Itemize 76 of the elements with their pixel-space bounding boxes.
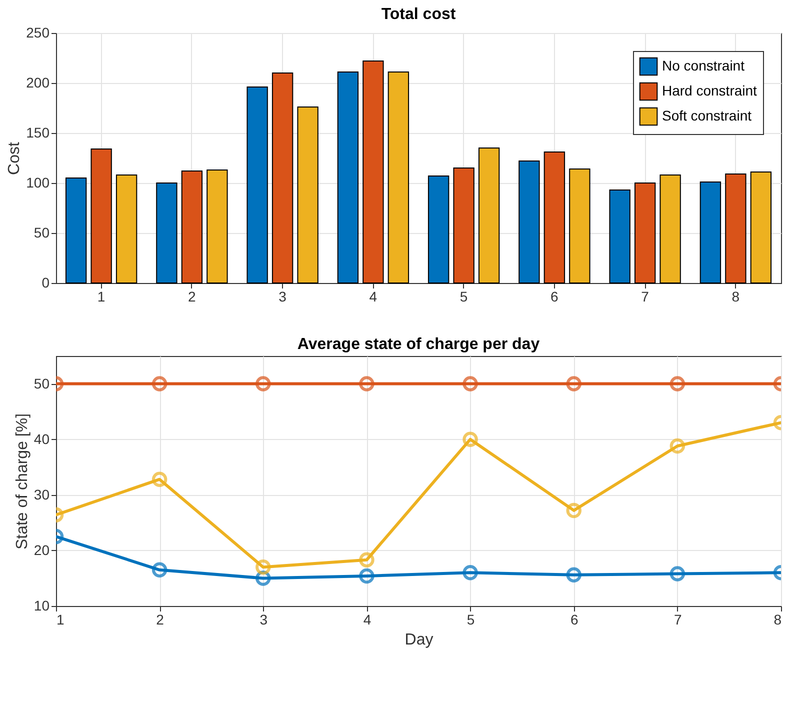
point — [152, 562, 168, 578]
y-axis-title: State of charge [%] — [14, 413, 31, 550]
bar — [297, 106, 318, 284]
x-tick-label: 1 — [56, 612, 64, 628]
x-tick-label: 7 — [641, 288, 650, 304]
point — [256, 560, 271, 575]
point — [670, 438, 686, 454]
bar — [725, 174, 746, 284]
bar — [518, 160, 540, 284]
bar — [569, 168, 590, 284]
y-axis-title: Cost — [6, 142, 24, 175]
y-tick-label: 50 — [34, 224, 50, 240]
bar — [246, 86, 268, 284]
x-tick-label: 8 — [732, 288, 740, 304]
y-tick-label: 150 — [26, 124, 50, 140]
point — [566, 376, 582, 392]
x-tick-label: 7 — [674, 612, 682, 628]
point — [566, 502, 582, 518]
point — [152, 376, 168, 392]
point — [462, 432, 478, 447]
x-tick-label: 1 — [97, 288, 106, 304]
x-tick-label: 2 — [156, 612, 164, 628]
bar — [65, 178, 87, 284]
point — [670, 566, 686, 582]
y-tick-label: 100 — [26, 174, 50, 190]
x-tick-label: 3 — [278, 288, 287, 304]
bar — [609, 190, 630, 284]
bar — [362, 60, 384, 284]
bar — [453, 168, 474, 284]
bar — [750, 172, 772, 284]
x-tick-label: 6 — [550, 288, 559, 304]
bar — [116, 174, 138, 284]
x-tick-label: 6 — [570, 612, 578, 628]
point — [359, 376, 374, 392]
x-tick-label: 4 — [363, 612, 372, 628]
point — [462, 565, 478, 580]
y-tick-label: 250 — [26, 24, 50, 40]
x-tick-label: 8 — [774, 612, 782, 628]
bar — [181, 170, 203, 284]
point — [359, 552, 374, 568]
point — [462, 376, 478, 392]
bar — [700, 182, 722, 284]
x-axis-title: Day — [404, 632, 434, 648]
x-tick-label: 5 — [466, 612, 475, 628]
bar — [337, 72, 359, 284]
chart-title: Average state of charge per day — [297, 336, 540, 353]
bar — [634, 182, 656, 284]
y-tick-label: 30 — [34, 486, 50, 502]
point — [670, 376, 686, 392]
y-tick-label: 40 — [34, 430, 50, 447]
bar — [206, 170, 228, 284]
y-tick-label: 200 — [26, 74, 50, 90]
legend-label: Soft constraint — [662, 108, 752, 124]
bar — [156, 182, 178, 284]
y-tick-label: 20 — [34, 542, 50, 558]
bar — [428, 176, 450, 284]
chart-title: Total cost — [381, 6, 456, 23]
point — [359, 568, 374, 584]
point — [566, 567, 582, 582]
x-tick-label: 2 — [188, 288, 196, 304]
x-tick-label: 5 — [460, 288, 468, 304]
point — [152, 472, 168, 487]
bar — [660, 174, 681, 284]
y-tick-label: 0 — [42, 274, 50, 290]
point — [256, 376, 271, 392]
legend-label: No constraint — [662, 58, 745, 74]
bar — [272, 72, 294, 284]
x-tick-label: 4 — [369, 288, 378, 304]
bar — [478, 148, 500, 284]
y-tick-label: 50 — [34, 375, 50, 392]
x-tick-label: 3 — [260, 612, 268, 628]
bar — [388, 72, 410, 284]
bar — [90, 148, 112, 284]
legend-label: Hard constraint — [662, 82, 758, 98]
y-tick-label: 10 — [34, 598, 50, 614]
bar — [544, 152, 566, 284]
